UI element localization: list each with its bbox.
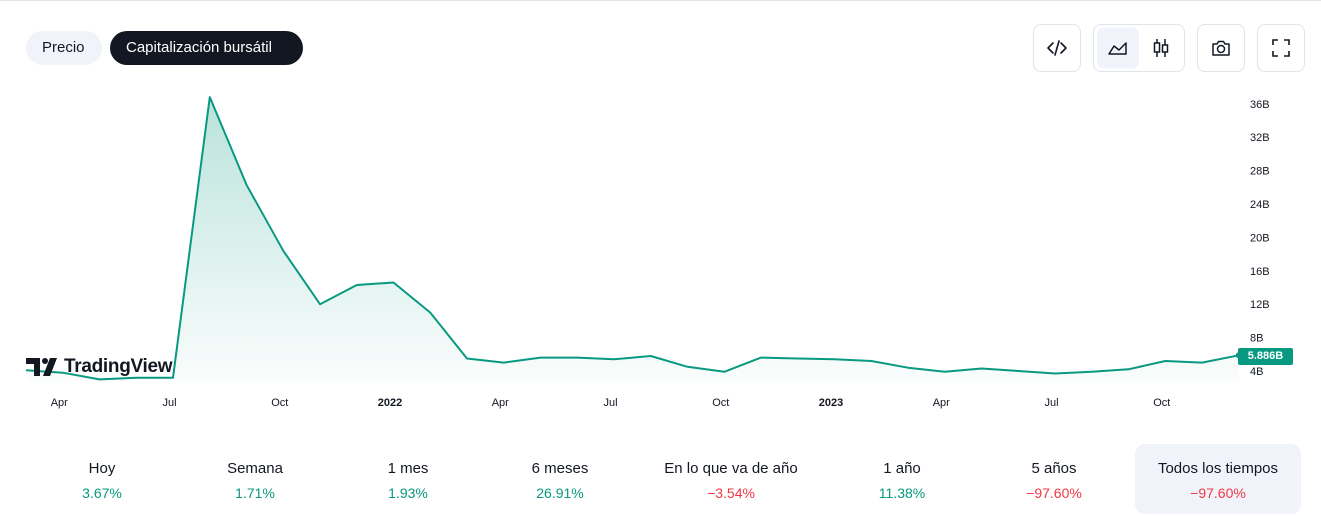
perf-label: 5 años	[1031, 460, 1077, 477]
candlestick-icon	[1153, 39, 1169, 57]
fullscreen-icon	[1272, 39, 1290, 57]
perf-label: Todos los tiempos	[1157, 460, 1279, 477]
x-tick-label: 2023	[819, 397, 843, 409]
perf-all-time[interactable]: Todos los tiempos −97.60%	[1135, 444, 1301, 514]
code-icon	[1047, 40, 1067, 56]
top-divider	[0, 0, 1321, 1]
y-tick-label: 24B	[1250, 199, 1270, 211]
series-line	[25, 96, 1239, 381]
y-tick-label: 16B	[1250, 266, 1270, 278]
x-tick-label: Jul	[162, 397, 176, 409]
x-tick-label: Jul	[1044, 397, 1058, 409]
perf-5-years[interactable]: 5 años −97.60%	[994, 444, 1114, 514]
perf-label: En lo que va de año	[664, 460, 798, 477]
perf-label: Semana	[227, 460, 283, 477]
x-tick-label: Apr	[933, 397, 950, 409]
perf-value: −97.60%	[1190, 485, 1246, 501]
snapshot-button[interactable]	[1197, 24, 1245, 72]
perf-today[interactable]: Hoy 3.67%	[42, 444, 162, 514]
perf-value: 3.67%	[82, 485, 122, 501]
x-tick-label: Apr	[492, 397, 509, 409]
area-style-button[interactable]	[1097, 28, 1139, 68]
perf-week[interactable]: Semana 1.71%	[195, 444, 315, 514]
perf-1-month[interactable]: 1 mes 1.93%	[348, 444, 468, 514]
perf-value: 1.71%	[235, 485, 275, 501]
perf-label: Hoy	[88, 460, 116, 477]
x-tick-label: Jul	[603, 397, 617, 409]
embed-button[interactable]	[1033, 24, 1081, 72]
y-axis: 36B 32B 28B 24B 20B 16B 12B 8B 4B	[1250, 99, 1270, 378]
perf-value: −3.54%	[707, 485, 755, 501]
chart-style-group	[1093, 24, 1185, 72]
tradingview-logo: TradingView	[26, 356, 173, 378]
perf-ytd[interactable]: En lo que va de año −3.54%	[646, 444, 816, 514]
perf-label: 1 año	[883, 460, 921, 477]
candles-style-button[interactable]	[1140, 28, 1182, 68]
y-tick-label: 8B	[1250, 333, 1263, 345]
camera-icon	[1212, 40, 1230, 56]
tab-market-cap[interactable]: Capitalización bursátil	[110, 31, 303, 65]
y-tick-label: 12B	[1250, 299, 1270, 311]
perf-value: 11.38%	[878, 485, 926, 501]
perf-6-months[interactable]: 6 meses 26.91%	[500, 444, 620, 514]
perf-label: 1 mes	[387, 460, 429, 477]
x-tick-label: Oct	[712, 397, 729, 409]
area-fill	[26, 97, 1239, 381]
x-tick-label: Apr	[51, 397, 68, 409]
x-tick-label: Oct	[271, 397, 288, 409]
perf-1-year[interactable]: 1 año 11.38%	[842, 444, 962, 514]
area-chart-icon	[1108, 42, 1127, 55]
tab-price[interactable]: Precio	[26, 31, 102, 65]
perf-value: 1.93%	[388, 485, 428, 501]
x-axis: Apr Jul Oct 2022 Apr Jul Oct 2023 Apr Jul Oct	[51, 397, 1171, 409]
fullscreen-button[interactable]	[1257, 24, 1305, 72]
y-tick-label: 36B	[1250, 99, 1270, 111]
tradingview-wordmark: TradingView	[64, 356, 173, 377]
perf-value: −97.60%	[1026, 485, 1082, 501]
y-tick-label: 32B	[1250, 132, 1270, 144]
last-value-badge: 5.886B	[1238, 348, 1293, 365]
x-tick-label: Oct	[1153, 397, 1170, 409]
y-tick-label: 4B	[1250, 366, 1263, 378]
x-tick-label: 2022	[378, 397, 402, 409]
tradingview-logo-icon	[26, 358, 57, 376]
y-tick-label: 20B	[1250, 232, 1270, 244]
perf-value: 26.91%	[536, 485, 584, 501]
perf-label: 6 meses	[531, 460, 589, 477]
y-tick-label: 28B	[1250, 166, 1270, 178]
